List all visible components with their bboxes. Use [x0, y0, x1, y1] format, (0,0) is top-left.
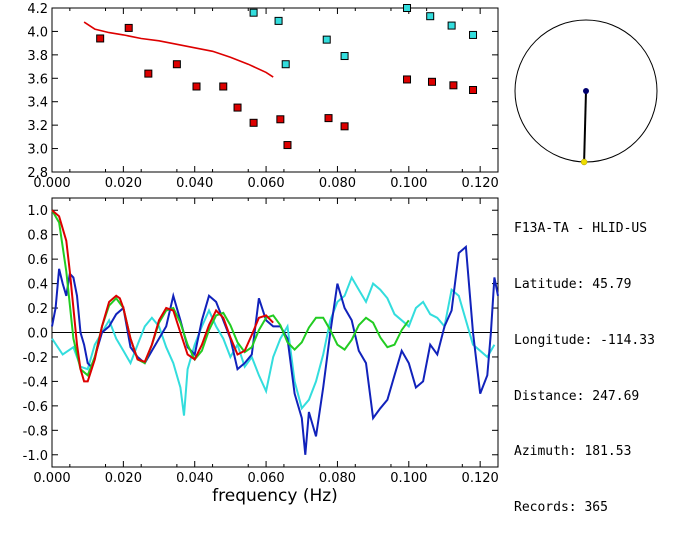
y-tick-label: 3.2	[27, 119, 48, 134]
x-tick-label: 0.040	[176, 471, 213, 486]
data-point-red	[124, 23, 133, 32]
x-tick-label: 0.060	[247, 471, 284, 486]
info-label: Latitude:	[514, 276, 585, 292]
data-point-red	[469, 86, 478, 94]
x-tick-label: 0.120	[462, 176, 499, 191]
info-value: 247.69	[592, 388, 640, 404]
y-tick-label: 0.8	[27, 229, 48, 244]
x-tick-label: 0.000	[33, 176, 70, 191]
y-tick-label: 3.4	[27, 96, 48, 111]
plot-frame	[51, 7, 499, 173]
series-line-red	[51, 209, 274, 383]
figure: 0.000 0.020 0.040 0.060 0.080 0.100 0.120 2.8 3.…	[23, 2, 658, 506]
origin-marker	[583, 88, 589, 94]
x-tick-label: 0.020	[105, 471, 142, 486]
data-point-cyan	[340, 52, 349, 61]
y-tick-label: 0.6	[27, 253, 48, 268]
series-line-green	[51, 209, 410, 377]
x-tick-label: 0.080	[319, 176, 356, 191]
station-marker	[580, 158, 588, 166]
data-point-red	[276, 115, 285, 124]
info-row-latitude: Latitude: 45.79	[514, 276, 655, 295]
top-scatter-plot: 0.000 0.020 0.040 0.060 0.080 0.100 0.120 2.8 3.…	[27, 2, 498, 191]
info-value: 181.53	[584, 444, 632, 460]
x-axis-label: frequency (Hz)	[212, 486, 338, 506]
data-point-cyan	[447, 21, 456, 30]
info-row-distance: Distance: 247.69	[514, 388, 655, 407]
data-point-red	[192, 82, 201, 91]
x-tick-label: 0.100	[390, 176, 427, 191]
info-label: Azimuth:	[514, 444, 577, 460]
y-tick-label: 3.8	[27, 49, 48, 64]
x-tick-label: 0.000	[33, 471, 70, 486]
data-point-red	[403, 75, 412, 84]
y-tick-label: 4.2	[27, 2, 48, 17]
data-point-cyan	[403, 4, 412, 12]
station-info-panel: F13A-TA - HLID-US Latitude: 45.79 Longit…	[514, 183, 655, 536]
data-point-red	[96, 34, 105, 43]
data-point-red	[283, 141, 292, 150]
data-point-red	[427, 77, 436, 86]
x-tick-label: 0.020	[105, 176, 142, 191]
x-tick-label: 0.120	[462, 471, 499, 486]
info-value: 45.79	[592, 276, 632, 292]
y-tick-label: 4.0	[27, 25, 48, 40]
info-row-azimuth: Azimuth: 181.53	[514, 443, 655, 462]
y-tick-label: -0.6	[23, 400, 48, 415]
data-point-red	[219, 82, 228, 91]
y-tick-label: 0.4	[27, 278, 48, 293]
y-tick-label: -1.0	[23, 449, 48, 464]
data-point-red	[233, 103, 242, 112]
y-tick-label: -0.8	[23, 424, 48, 439]
data-point-cyan	[274, 16, 283, 25]
y-tick-label: 3.6	[27, 72, 48, 87]
info-label: Records:	[514, 500, 577, 516]
info-label: Longitude:	[514, 332, 593, 348]
data-point-red	[449, 81, 458, 90]
data-point-cyan	[322, 35, 331, 44]
x-tick-label: 0.080	[319, 471, 356, 486]
info-value: 365	[584, 500, 608, 516]
station-title: F13A-TA - HLID-US	[514, 221, 648, 237]
data-point-cyan	[249, 8, 258, 17]
info-label: Distance:	[514, 388, 585, 404]
data-point-red	[172, 60, 181, 69]
info-row-longitude: Longitude: -114.33	[514, 332, 655, 351]
x-tick-label: 0.100	[390, 471, 427, 486]
series-line-cyan	[51, 275, 496, 416]
y-tick-label: -0.2	[23, 351, 48, 366]
data-point-cyan	[426, 12, 435, 21]
x-tick-label: 0.060	[247, 176, 284, 191]
y-tick-label: 2.8	[27, 166, 48, 181]
azimuth-compass	[514, 19, 658, 166]
bottom-line-plot: 0.000 0.020 0.040 0.060 0.080 0.100 0.120 -1.0 -…	[23, 197, 499, 506]
azimuth-line	[583, 90, 587, 163]
y-tick-label: 3.0	[27, 143, 48, 158]
data-point-red	[144, 69, 153, 78]
y-tick-label: 0.0	[27, 327, 48, 342]
x-tick-label: 0.040	[176, 176, 213, 191]
info-value: -114.33	[600, 332, 655, 348]
info-row-records: Records: 365	[514, 499, 655, 518]
data-point-red	[324, 114, 333, 123]
data-point-cyan	[281, 60, 290, 69]
data-point-red	[340, 122, 349, 131]
y-tick-label: -0.4	[23, 375, 48, 390]
data-point-cyan	[469, 30, 478, 39]
y-tick-label: 0.2	[27, 302, 48, 317]
y-tick-label: 1.0	[27, 204, 48, 219]
series-line-red	[83, 21, 274, 78]
data-point-red	[249, 118, 258, 127]
